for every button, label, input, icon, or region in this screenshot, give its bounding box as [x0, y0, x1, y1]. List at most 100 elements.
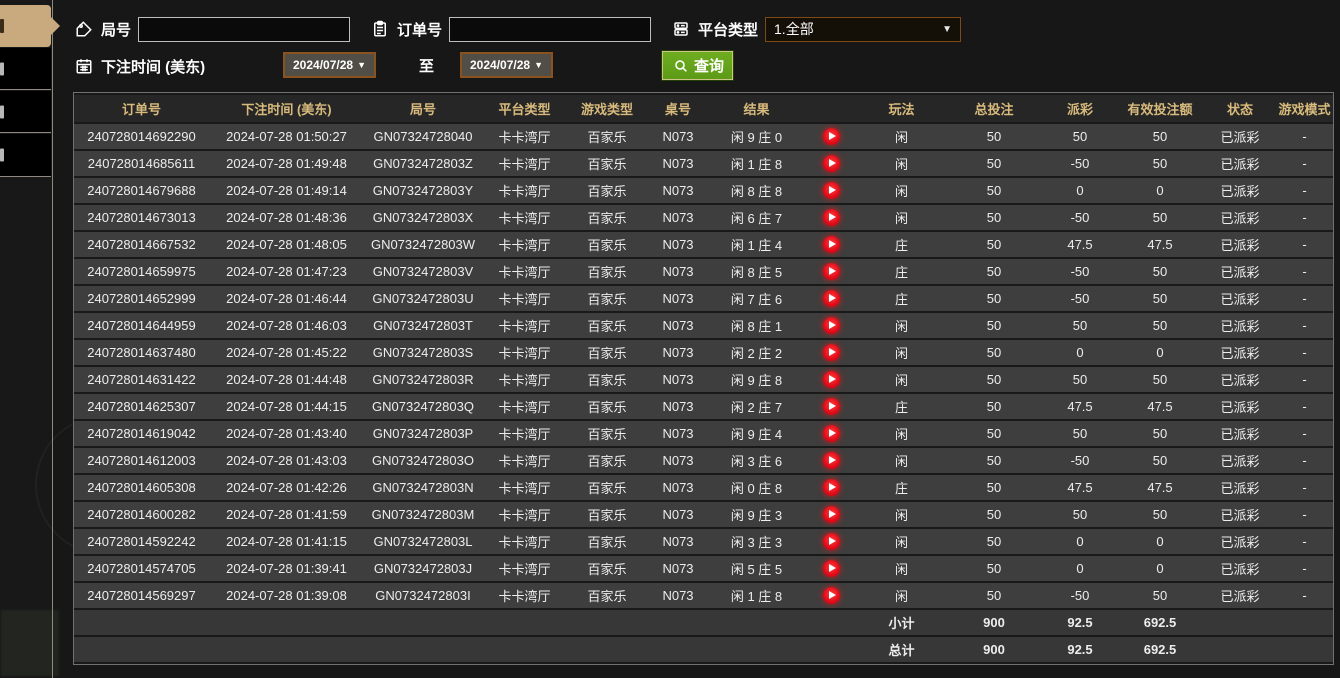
- cell-payout: 0: [1044, 556, 1116, 581]
- cell-payout: -50: [1044, 448, 1116, 473]
- cell-replay: [804, 367, 859, 392]
- cell-game-type: 百家乐: [567, 367, 647, 392]
- cell-game-type: 百家乐: [567, 205, 647, 230]
- round-no-input[interactable]: [138, 16, 351, 42]
- cell-bet-time: 2024-07-28 01:45:22: [209, 340, 364, 365]
- cell-status: 已派彩: [1204, 286, 1276, 311]
- cell-order-no: 240728014619042: [74, 421, 209, 446]
- cell-bet-time: 2024-07-28 01:41:59: [209, 502, 364, 527]
- cell-order-no: 240728014600282: [74, 502, 209, 527]
- cell-valid-bet: 50: [1116, 421, 1204, 446]
- cell-play-type: 闲: [859, 340, 944, 365]
- replay-play-icon[interactable]: [823, 587, 840, 605]
- cell-round-no: GN0732472803N: [364, 475, 482, 500]
- cell-replay: [804, 475, 859, 500]
- subtotal-row: 小计 900 92.5 692.5: [74, 610, 1333, 635]
- cell-order-no: 240728014644959: [74, 313, 209, 338]
- cell-game-mode: -: [1276, 583, 1333, 608]
- replay-play-icon[interactable]: [823, 317, 840, 335]
- cell-total-bet: 50: [944, 529, 1044, 554]
- cell-bet-time: 2024-07-28 01:43:03: [209, 448, 364, 473]
- cell-platform: 卡卡湾厅: [482, 286, 567, 311]
- date-from-picker[interactable]: 2024/07/28 ▼: [283, 52, 376, 78]
- replay-play-icon[interactable]: [823, 533, 840, 551]
- cell-bet-time: 2024-07-28 01:46:44: [209, 286, 364, 311]
- cell-game-mode: -: [1276, 475, 1333, 500]
- cell-empty: [709, 610, 804, 635]
- cell-payout: -50: [1044, 259, 1116, 284]
- replay-play-icon[interactable]: [823, 263, 840, 281]
- cell-game-type: 百家乐: [567, 448, 647, 473]
- platform-type-select[interactable]: 1.全部 ▼: [765, 16, 962, 42]
- column-header: 订单号: [74, 95, 209, 122]
- cell-platform: 卡卡湾厅: [482, 529, 567, 554]
- order-no-label: 订单号: [397, 21, 443, 39]
- table-row: 240728014612003 2024-07-28 01:43:03 GN0732…: [74, 448, 1333, 473]
- cell-order-no: 240728014652999: [74, 286, 209, 311]
- replay-play-icon[interactable]: [823, 236, 840, 254]
- cell-game-mode: -: [1276, 340, 1333, 365]
- replay-play-icon[interactable]: [823, 182, 840, 200]
- replay-play-icon[interactable]: [823, 209, 840, 227]
- query-button[interactable]: 查询: [661, 50, 734, 81]
- cell-status: 已派彩: [1204, 475, 1276, 500]
- replay-play-icon[interactable]: [823, 452, 840, 470]
- cell-game-type: 百家乐: [567, 124, 647, 149]
- cell-empty: [74, 637, 209, 662]
- cell-play-type: 闲: [859, 178, 944, 203]
- cell-play-type: 庄: [859, 394, 944, 419]
- replay-play-icon[interactable]: [823, 560, 840, 578]
- date-to-picker[interactable]: 2024/07/28 ▼: [460, 52, 553, 78]
- replay-play-icon[interactable]: [823, 506, 840, 524]
- cell-payout: 50: [1044, 124, 1116, 149]
- cell-payout: 50: [1044, 421, 1116, 446]
- replay-play-icon[interactable]: [823, 398, 840, 416]
- cell-result: 闲 1 庄 8: [709, 583, 804, 608]
- column-header: 有效投注额: [1116, 95, 1204, 122]
- replay-play-icon[interactable]: [823, 371, 840, 389]
- cell-result: 闲 9 庄 8: [709, 367, 804, 392]
- cell-round-no: GN0732472803M: [364, 502, 482, 527]
- cell-bet-time: 2024-07-28 01:42:26: [209, 475, 364, 500]
- cell-status: 已派彩: [1204, 394, 1276, 419]
- sidebar-item-active[interactable]: [0, 5, 51, 47]
- replay-play-icon[interactable]: [823, 290, 840, 308]
- sidebar-item[interactable]: [0, 91, 51, 133]
- cell-platform: 卡卡湾厅: [482, 259, 567, 284]
- cell-bet-time: 2024-07-28 01:49:14: [209, 178, 364, 203]
- order-no-input[interactable]: [449, 16, 652, 42]
- cell-table-no: N073: [647, 367, 709, 392]
- cell-bet-time: 2024-07-28 01:48:05: [209, 232, 364, 257]
- sidebar-item[interactable]: [0, 48, 51, 90]
- cell-play-type: 闲: [859, 367, 944, 392]
- cell-round-no: GN0732472803U: [364, 286, 482, 311]
- cell-play-type: 庄: [859, 286, 944, 311]
- cell-status: 已派彩: [1204, 421, 1276, 446]
- replay-play-icon[interactable]: [823, 479, 840, 497]
- replay-play-icon[interactable]: [823, 425, 840, 443]
- cell-valid-bet: 50: [1116, 502, 1204, 527]
- cell-platform: 卡卡湾厅: [482, 367, 567, 392]
- cell-game-mode: -: [1276, 367, 1333, 392]
- cell-valid-bet: 50: [1116, 367, 1204, 392]
- cell-replay: [804, 151, 859, 176]
- cell-replay: [804, 205, 859, 230]
- records-table-body: 240728014692290 2024-07-28 01:50:27 GN0732…: [74, 124, 1333, 662]
- cell-replay: [804, 394, 859, 419]
- cell-status: 已派彩: [1204, 502, 1276, 527]
- cell-play-type: 闲: [859, 205, 944, 230]
- chevron-down-icon: ▼: [942, 23, 953, 35]
- cell-bet-time: 2024-07-28 01:39:41: [209, 556, 364, 581]
- cell-empty: [1276, 637, 1333, 662]
- replay-play-icon[interactable]: [823, 155, 840, 173]
- replay-play-icon[interactable]: [823, 344, 840, 362]
- cell-total-bet: 50: [944, 205, 1044, 230]
- replay-play-icon[interactable]: [823, 128, 840, 146]
- cell-game-mode: -: [1276, 205, 1333, 230]
- cell-empty: [209, 637, 364, 662]
- order-no-filter: 订单号: [370, 15, 652, 43]
- sidebar-item-label-fragment: [0, 19, 4, 33]
- sidebar-item[interactable]: [0, 134, 51, 177]
- cell-valid-bet: 692.5: [1116, 637, 1204, 662]
- cell-empty: [209, 610, 364, 635]
